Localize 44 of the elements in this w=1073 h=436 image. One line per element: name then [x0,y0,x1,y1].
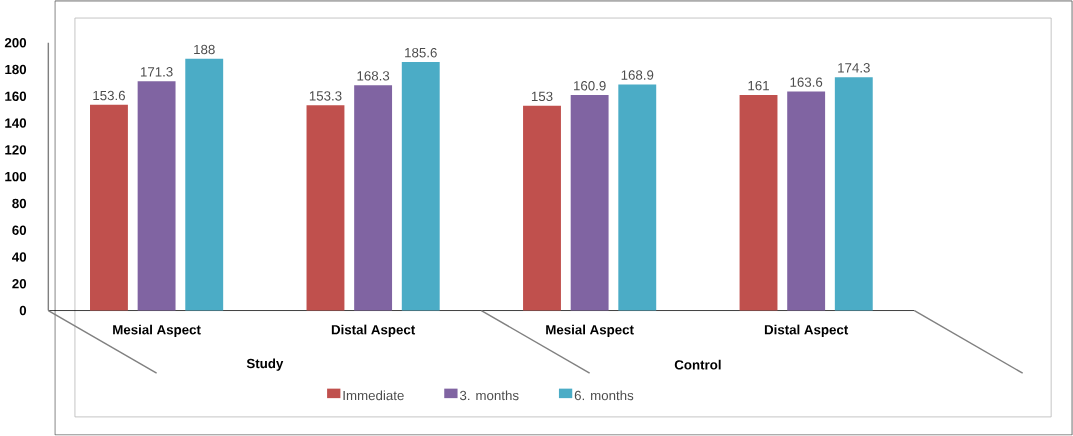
data-label: 188 [194,44,215,55]
legend-label: 6. months [574,390,634,401]
y-tick-label: 200 [4,38,27,48]
data-label: 161 [748,80,769,91]
bar [401,62,440,311]
bar [834,77,873,311]
data-label: 168.3 [357,71,390,81]
bar [618,84,657,311]
y-tick-label: 60 [12,225,27,235]
bar [306,105,345,311]
data-label: 163.6 [790,77,823,87]
bar [354,85,393,311]
y-tick-label: 0 [19,305,27,316]
bar [787,91,826,311]
text: Study [246,358,284,371]
y-tick-label: 140 [5,118,27,128]
bar [523,105,561,311]
data-label: 171.3 [140,67,173,77]
x-tick-label: Mesial Aspect [546,324,634,338]
data-label: 174.3 [838,63,870,73]
data-label: 168.9 [621,70,654,80]
y-tick-label: 40 [12,252,27,262]
legend-label: Immediate [343,390,404,401]
y-tick-label: 160 [5,91,27,102]
x-tick-label: Mesial Aspect [113,324,201,338]
bar [185,58,224,311]
y-tick-label: 120 [5,145,27,155]
data-label: 153.6 [93,90,125,101]
y-tick-label: 80 [12,198,27,209]
data-label: 160.9 [574,81,606,91]
text: Control [674,359,721,370]
y-tick-label: 100 [5,171,27,182]
y-tick-label: 20 [12,279,27,289]
x-tick-label: Distal Aspect [764,324,849,338]
y-tick-label: 180 [5,64,27,75]
data-label: 153 [531,91,553,102]
bar [137,81,176,311]
x-tick-label: Distal Aspect [331,324,416,338]
bar [570,95,609,311]
data-label: 185.6 [405,48,437,58]
legend-label: 3. months [459,390,519,401]
bar [90,104,128,311]
data-label: 153.3 [309,91,342,101]
bar [739,95,778,311]
